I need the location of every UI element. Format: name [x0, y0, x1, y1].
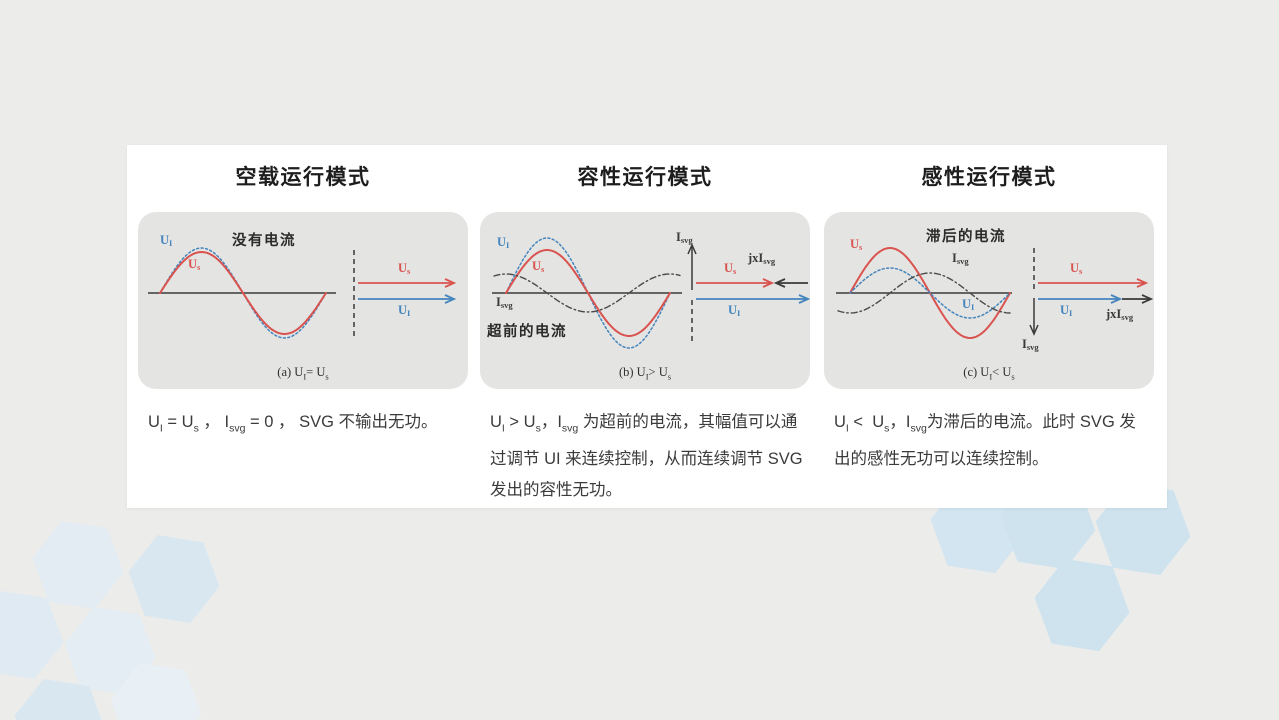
phasor-label-ui: UI: [398, 303, 411, 318]
annotation-lagging-current: 滞后的电流: [926, 229, 1006, 245]
noload-waveform-phasor-diagram: [148, 247, 457, 339]
wave-label-us: Us: [532, 259, 545, 274]
panel-inductive-mode: 感性运行模式 Us Isvg UI 滞后的电流 Us UI jxIsvg Isv…: [824, 145, 1154, 508]
phasor-label-ui: UI: [728, 303, 741, 318]
capacitive-waveform-phasor-diagram: [492, 237, 810, 349]
panel-description: UI = Us ， Isvg = 0 ， SVG 不输出无功。: [148, 413, 438, 435]
hexagon-decoration: [1028, 555, 1136, 655]
wave-label-us: Us: [850, 237, 863, 252]
phasor-label-us: Us: [1070, 261, 1083, 276]
noload-diagram-box: UI Us 没有电流 Us UI (a) UI= Us: [138, 212, 468, 389]
capacitive-diagram-box: UI Us Isvg 超前的电流 Isvg Us jxIsvg UI (b) U…: [480, 212, 810, 389]
panel-noload-mode: 空载运行模式 UI Us 没有电流 Us UI (a) UI= Us UI = …: [138, 145, 468, 508]
wave-label-isvg: Isvg: [952, 251, 969, 266]
panel-title: 容性运行模式: [577, 166, 713, 189]
wave-label-ui: UI: [497, 235, 510, 250]
phasor-label-isvg: Isvg: [676, 230, 693, 245]
wave-label-ui: UI: [962, 297, 975, 312]
phasor-label-jxisvg: jxIsvg: [1106, 307, 1134, 322]
diagram-caption-a: (a) UI= Us: [277, 364, 329, 382]
annotation-leading-current: 超前的电流: [487, 324, 567, 340]
diagram-caption-c: (c) UI< Us: [963, 364, 1015, 382]
panel-description: UI < Us，Isvg为滞后的电流。此时 SVG 发出的感性无功可以连续控制。: [834, 413, 1136, 469]
panel-capacitive-mode: 容性运行模式 UI Us Isvg 超前的电流 Isvg Us jxIsvg U…: [480, 145, 810, 508]
panel-title: 感性运行模式: [921, 166, 1057, 189]
content-card: 空载运行模式 UI Us 没有电流 Us UI (a) UI= Us UI = …: [127, 145, 1167, 508]
wave-label-us: Us: [188, 257, 201, 272]
phasor-label-us: Us: [398, 261, 411, 276]
wave-label-isvg: Isvg: [496, 295, 513, 310]
panel-title: 空载运行模式: [235, 166, 371, 189]
panel-description: UI > Us，Isvg 为超前的电流，其幅值可以通过调节 UI 来连续控制，从…: [490, 413, 803, 500]
phasor-label-us: Us: [724, 261, 737, 276]
inductive-waveform-phasor-diagram: [836, 246, 1154, 340]
diagram-caption-b: (b) UI> Us: [618, 364, 672, 382]
phasor-label-ui: UI: [1060, 303, 1073, 318]
wave-label-ui: UI: [160, 233, 173, 248]
phasor-label-jxisvg: jxIsvg: [748, 251, 776, 266]
inductive-diagram-box: Us Isvg UI 滞后的电流 Us UI jxIsvg Isvg (c) U…: [824, 212, 1154, 389]
annotation-no-current: 没有电流: [232, 233, 296, 249]
hexagon-decoration: [122, 531, 226, 626]
phasor-label-isvg: Isvg: [1022, 337, 1039, 352]
